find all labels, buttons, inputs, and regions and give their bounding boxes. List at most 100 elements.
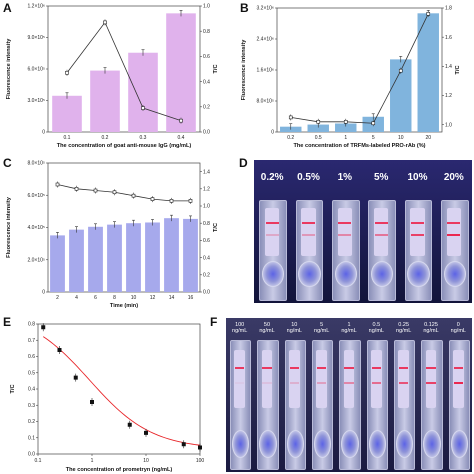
test-line: [426, 381, 436, 384]
y2-tick-label: 0.2: [203, 273, 210, 279]
x-tick-label: 20: [425, 135, 431, 141]
y2-tick-label: 0.8: [203, 29, 210, 35]
data-point: [41, 325, 46, 330]
tc-point: [343, 119, 348, 124]
panel-c-chart: C 0 2.0×10⁵ 4.0×10⁵ 6.0×10⁵ 8.0×10⁵ 0.0 0.2 0.4 0…: [3, 156, 219, 309]
x-axis-label: The concentration of prometryn (ng/mL): [66, 467, 173, 473]
x-tick-label: 6: [94, 295, 97, 301]
y2-tick-label: 1.0: [203, 4, 210, 10]
strip-label: 0.2%: [260, 172, 284, 183]
y-tick-label: 0.0: [28, 452, 35, 458]
y2-tick-label: 1.4: [445, 64, 452, 70]
data-point: [57, 348, 62, 352]
y-tick-label: 0: [42, 130, 45, 136]
panel-label-e: E: [3, 315, 11, 329]
panel-d: D 0.2% 0.5% 1% 5% 10% 20%: [237, 155, 474, 305]
panel-e-chart: E0.1 1 10 1000.00.10.20.30.40.50.60.70.8The…: [3, 315, 204, 473]
y-tick-label: 2.4×10⁶: [257, 37, 275, 43]
y2-tick-label: 0.2: [203, 105, 210, 111]
x-tick-label: 0.2: [102, 135, 109, 141]
strip-label: 5%: [373, 172, 389, 183]
strip-window: [446, 208, 461, 256]
panel-f: F 100 ng/mL 50 ng/mL 10 ng/mL 5 ng/mL 1 ng/m…: [208, 312, 474, 474]
x-tick-label: 0.1: [64, 135, 71, 141]
strip-window: [410, 208, 425, 256]
sample-well: [450, 430, 468, 458]
panel-label-c: C: [3, 156, 12, 170]
control-line: [374, 222, 388, 225]
y2-tick-label: 1.0: [203, 204, 210, 210]
test-line: [262, 381, 272, 384]
y-tick-label: 3.2×10⁶: [257, 6, 275, 12]
x-tick-label: 4: [75, 295, 78, 301]
plot-frame: [37, 323, 201, 455]
tc-point: [288, 115, 293, 120]
tc-point: [169, 199, 174, 203]
control-line: [316, 367, 327, 370]
strip-window: [337, 208, 352, 256]
y2-tick-label: 1.0: [445, 122, 452, 128]
panel-label-d: D: [239, 156, 248, 170]
data-point: [90, 400, 94, 404]
y-tick-label: 0.7: [28, 338, 35, 344]
y-tick-label: 4.0×10⁵: [27, 225, 45, 231]
sample-well: [259, 430, 277, 458]
y-tick-label: 0.6: [28, 354, 35, 360]
sample-well: [261, 261, 285, 287]
strip-window: [452, 350, 464, 408]
sample-well: [423, 430, 441, 458]
y-tick-label: 8.0×10⁵: [27, 161, 45, 167]
y-tick-label: 0.5: [28, 370, 35, 376]
strip-label: 50 ng/mL: [259, 322, 275, 334]
strip-label: 0.5 ng/mL: [368, 322, 384, 334]
test-line: [398, 381, 409, 384]
x-tick-label: 2: [56, 295, 59, 301]
control-line: [265, 222, 279, 225]
control-line: [234, 367, 245, 370]
test-line: [302, 234, 315, 237]
y-tick-label: 0.2: [28, 419, 35, 425]
x-tick-label: 16: [188, 295, 194, 301]
strip-window: [288, 350, 300, 408]
control-line: [289, 367, 300, 370]
x-tick-label: 0.3: [140, 135, 147, 141]
data-point: [181, 442, 186, 447]
test-line: [411, 234, 424, 237]
y-tick-label: 0: [42, 290, 45, 296]
test-line: [316, 381, 327, 384]
strip-label: 0.5%: [297, 172, 320, 183]
strip-window: [234, 350, 245, 408]
strip-label: 0.25 ng/mL: [396, 322, 412, 334]
control-line: [447, 222, 461, 225]
bar-10: [390, 59, 412, 132]
test-line: [447, 234, 461, 237]
strip-label: 0 ng/mL: [450, 322, 466, 334]
control-line: [398, 367, 409, 370]
strip-window: [301, 208, 316, 256]
strip-photo-d: 0.2% 0.5% 1% 5% 10% 20%: [254, 160, 472, 303]
x-tick-label: 0.1: [35, 458, 42, 464]
strip-window: [265, 208, 280, 256]
control-line: [371, 367, 382, 370]
strip-label: 20%: [443, 172, 464, 183]
strip-label: 5 ng/mL: [314, 322, 330, 334]
bar-6: [88, 226, 103, 292]
strip-window: [398, 350, 409, 408]
bar-16: [183, 218, 198, 292]
y-tick-label: 2.0×10⁵: [27, 257, 45, 263]
y-tick-label: 0.8: [28, 322, 35, 328]
sample-well: [314, 430, 332, 458]
y2-axis-label: T/C: [213, 64, 219, 73]
bar-0.1: [52, 95, 82, 132]
x-tick-label: 0.2: [287, 135, 294, 141]
data-point: [198, 445, 202, 450]
tc-point: [103, 20, 107, 25]
y2-tick-label: 1.2: [445, 93, 452, 99]
bar-2: [50, 235, 65, 292]
y-tick-label: 6.0×10⁵: [27, 67, 45, 73]
panel-label-b: B: [240, 1, 249, 15]
y2-tick-label: 0.0: [203, 130, 210, 136]
test-line: [338, 234, 352, 237]
sample-well: [298, 261, 321, 287]
y-axis-label: Fluorescence intensity: [6, 38, 12, 100]
